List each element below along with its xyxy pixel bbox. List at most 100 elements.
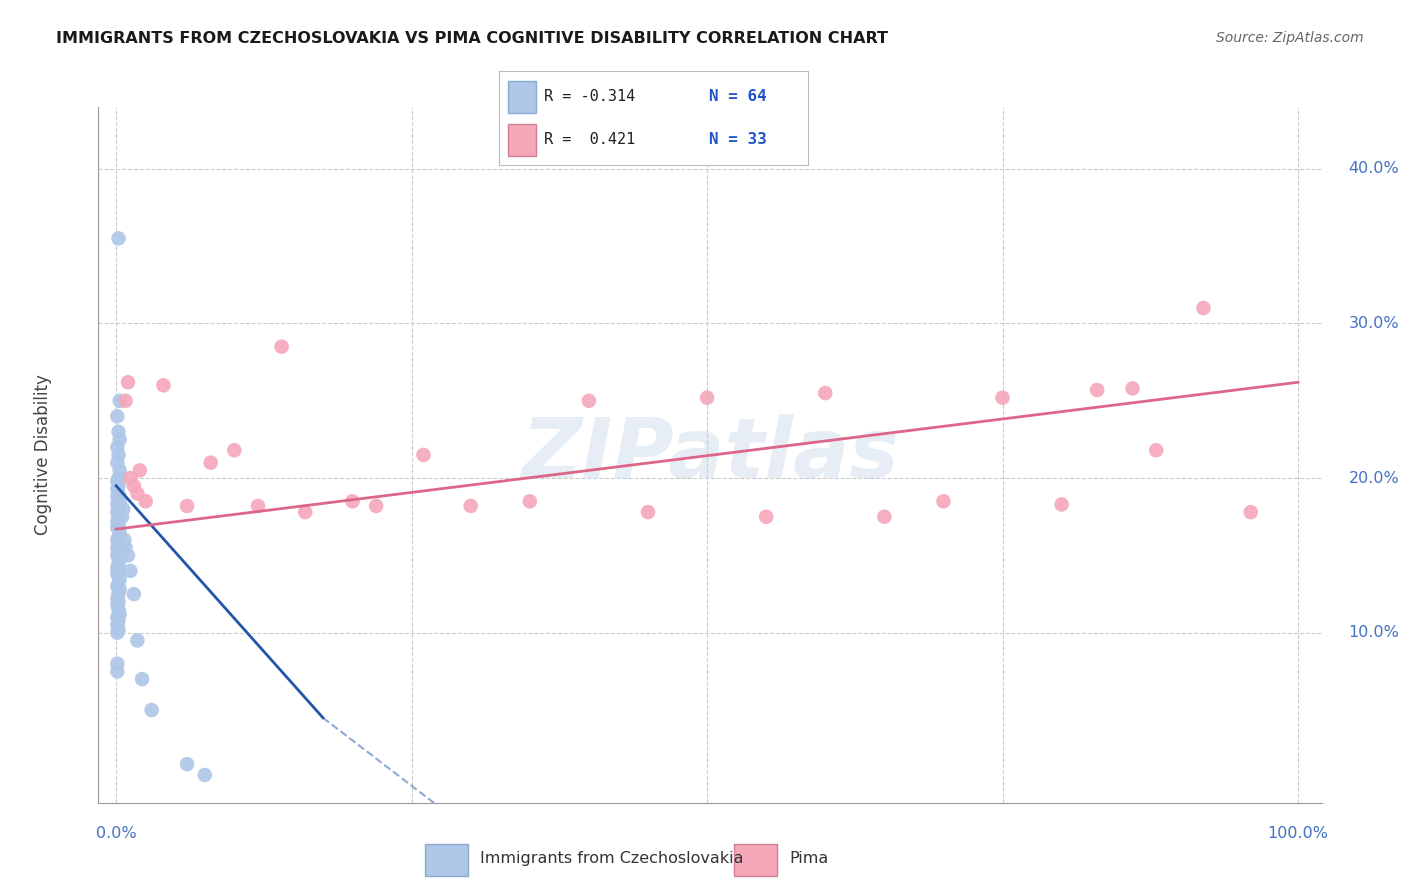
Point	[246, 499, 269, 513]
Point	[122, 479, 145, 493]
Point	[105, 505, 128, 519]
Point	[991, 391, 1014, 405]
Point	[135, 494, 157, 508]
Point	[105, 561, 128, 575]
Point	[108, 582, 131, 597]
Point	[120, 564, 142, 578]
Point	[105, 579, 128, 593]
Point	[105, 618, 128, 632]
Text: 100.0%: 100.0%	[1267, 826, 1329, 841]
Point	[105, 497, 128, 511]
Point	[105, 591, 128, 606]
Point	[127, 633, 149, 648]
Point	[120, 471, 142, 485]
Point	[105, 515, 128, 529]
Point	[105, 533, 128, 547]
Text: 10.0%: 10.0%	[1348, 625, 1399, 640]
Point	[131, 672, 153, 686]
Point	[105, 490, 128, 504]
Point	[108, 463, 131, 477]
Point	[105, 520, 128, 534]
Point	[578, 393, 600, 408]
Point	[105, 482, 128, 496]
Point	[107, 564, 129, 578]
Point	[107, 231, 129, 245]
Point	[696, 391, 718, 405]
Point	[112, 533, 135, 547]
Point	[412, 448, 434, 462]
Text: N = 64: N = 64	[710, 89, 768, 104]
Text: R =  0.421: R = 0.421	[544, 132, 636, 147]
Point	[114, 541, 136, 555]
Point	[114, 393, 136, 408]
Point	[755, 509, 778, 524]
Point	[108, 393, 131, 408]
Point	[105, 440, 128, 454]
Point	[141, 703, 163, 717]
Point	[105, 566, 128, 581]
Text: R = -0.314: R = -0.314	[544, 89, 636, 104]
Text: Immigrants from Czechoslovakia: Immigrants from Czechoslovakia	[481, 851, 744, 866]
Point	[105, 598, 128, 612]
Point	[105, 541, 128, 555]
Point	[107, 536, 129, 550]
Text: Cognitive Disability: Cognitive Disability	[34, 375, 52, 535]
Point	[108, 607, 131, 622]
Point	[294, 505, 316, 519]
Point	[107, 530, 129, 544]
Bar	[509, 81, 536, 112]
Point	[224, 443, 246, 458]
Point	[107, 576, 129, 591]
Point	[1085, 383, 1108, 397]
Point	[108, 572, 131, 586]
Point	[105, 657, 128, 671]
Point	[107, 613, 129, 627]
Text: 40.0%: 40.0%	[1348, 161, 1399, 177]
Point	[107, 486, 129, 500]
Point	[1050, 497, 1073, 511]
Point	[117, 376, 139, 390]
Point	[128, 463, 150, 477]
Text: ZIPatlas: ZIPatlas	[522, 415, 898, 495]
Point	[108, 494, 131, 508]
Point	[107, 448, 129, 462]
Text: Pima: Pima	[790, 851, 830, 866]
Point	[176, 757, 198, 772]
Point	[107, 587, 129, 601]
Point	[105, 409, 128, 424]
Point	[637, 505, 659, 519]
Point	[1144, 443, 1167, 458]
Bar	[734, 844, 778, 876]
Point	[342, 494, 364, 508]
Point	[519, 494, 541, 508]
Point	[460, 499, 482, 513]
Point	[105, 549, 128, 563]
Point	[152, 378, 174, 392]
Point	[108, 525, 131, 540]
Point	[108, 551, 131, 566]
Point	[117, 549, 139, 563]
Text: Source: ZipAtlas.com: Source: ZipAtlas.com	[1216, 31, 1364, 45]
Text: 20.0%: 20.0%	[1348, 471, 1399, 485]
Point	[105, 610, 128, 624]
Text: IMMIGRANTS FROM CZECHOSLOVAKIA VS PIMA COGNITIVE DISABILITY CORRELATION CHART: IMMIGRANTS FROM CZECHOSLOVAKIA VS PIMA C…	[56, 31, 889, 46]
Point	[107, 602, 129, 616]
Text: 0.0%: 0.0%	[96, 826, 136, 841]
Point	[1122, 381, 1144, 395]
Point	[105, 665, 128, 679]
Point	[107, 471, 129, 485]
Point	[127, 486, 149, 500]
Point	[200, 456, 222, 470]
Point	[194, 768, 217, 782]
Point	[107, 517, 129, 532]
Point	[1240, 505, 1263, 519]
Point	[107, 502, 129, 516]
Point	[873, 509, 896, 524]
Bar	[425, 844, 468, 876]
Bar	[509, 124, 536, 156]
Point	[107, 595, 129, 609]
Point	[105, 456, 128, 470]
Point	[366, 499, 388, 513]
Text: N = 33: N = 33	[710, 132, 768, 147]
Point	[105, 474, 128, 488]
